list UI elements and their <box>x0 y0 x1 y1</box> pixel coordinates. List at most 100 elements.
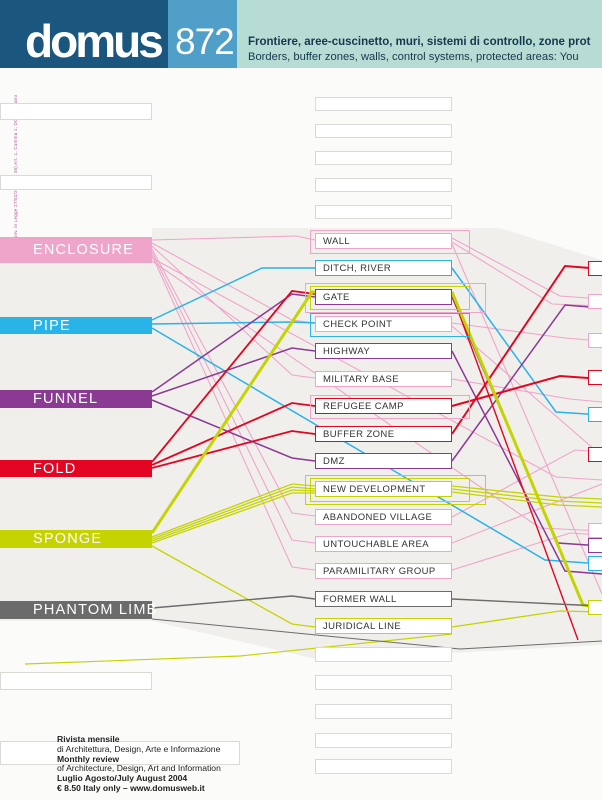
node-box-refugee-camp: REFUGEE CAMP <box>315 398 452 414</box>
connection-line-pink <box>151 235 316 241</box>
connection-line-purple <box>451 350 602 575</box>
node-outline-green <box>310 286 470 310</box>
connection-line-gray <box>151 618 602 650</box>
empty-box <box>315 647 452 662</box>
issue-block: 872 <box>168 0 237 68</box>
issue-number: 872 <box>175 21 235 62</box>
node-label: DMZ <box>323 455 345 467</box>
empty-box <box>315 733 452 748</box>
footer-imprint: Rivista mensile di Architettura, Design, … <box>57 734 221 794</box>
category-label: PHANTOM LIMB <box>33 602 158 618</box>
category-label: PIPE <box>33 317 71 334</box>
node-box-untouchable-area: UNTOUCHABLE AREA <box>315 536 452 552</box>
connection-line-red <box>151 402 316 466</box>
footer-line: of Architecture, Design, Art and Informa… <box>57 763 221 774</box>
category-band-fold: FOLD <box>0 460 152 477</box>
node-box-paramilitary-group: PARAMILITARY GROUP <box>315 563 452 579</box>
node-label: WALL <box>323 235 351 247</box>
footer-line: Luglio Agosto/July August 2004 <box>57 773 188 784</box>
connection-line-cyan <box>151 327 602 565</box>
connection-line-purple <box>151 399 316 462</box>
empty-box <box>0 175 152 190</box>
connection-line-pink <box>151 248 316 517</box>
edge-stub-cyan <box>588 556 602 571</box>
node-outline-green <box>305 475 486 505</box>
connection-line-red <box>151 430 316 469</box>
node-label: JURIDICAL LINE <box>323 620 402 632</box>
node-outline-pink <box>305 283 486 313</box>
edge-stub-cyan <box>588 407 602 422</box>
category-label: SPONGE <box>33 531 103 547</box>
edge-stub-pink <box>588 523 602 538</box>
node-box-new-development: NEW DEVELOPMENT <box>315 481 452 497</box>
footer-line: Monthly review <box>57 753 120 764</box>
empty-box <box>315 178 452 192</box>
logo-block: domus <box>0 0 168 68</box>
connection-line-gray <box>151 595 316 609</box>
footer-line: € 8.50 Italy only – www.domusweb.it <box>57 782 205 793</box>
edge-stub-pink <box>588 294 602 309</box>
connection-line-green <box>151 486 316 540</box>
node-label: DITCH, RIVER <box>323 262 392 274</box>
connection-line-green <box>451 488 602 504</box>
connection-line-pink <box>151 251 316 544</box>
category-label: FOLD <box>33 460 77 477</box>
connection-line-green <box>151 483 316 538</box>
node-box-wall: WALL <box>315 233 452 249</box>
category-band-enclosure: ENCLOSURE <box>0 237 152 263</box>
connection-line-red <box>151 290 316 463</box>
empty-box <box>315 675 452 690</box>
connection-line-green <box>151 545 316 628</box>
node-box-military-base: MILITARY BASE <box>315 371 452 387</box>
category-band-funnel: FUNNEL <box>0 390 152 408</box>
category-band-phantom-limb: PHANTOM LIMB <box>0 601 156 619</box>
footer-line: Rivista mensile <box>57 734 120 744</box>
node-label: HIGHWAY <box>323 345 371 357</box>
node-label: PARAMILITARY GROUP <box>323 565 436 577</box>
node-label: CHECK POINT <box>323 318 393 330</box>
connection-line-purple <box>151 293 316 393</box>
connection-line-green <box>451 485 602 500</box>
connection-line-green <box>150 290 315 534</box>
node-label: FORMER WALL <box>323 593 397 605</box>
node-label: REFUGEE CAMP <box>323 400 404 412</box>
empty-box <box>315 151 452 165</box>
edge-stub-red <box>588 261 602 276</box>
connection-line-green <box>151 492 315 544</box>
node-outline-cyan <box>310 313 470 337</box>
node-label: BUFFER ZONE <box>323 428 395 440</box>
node-label: UNTOUCHABLE AREA <box>323 538 430 550</box>
edge-stub-green <box>588 600 602 615</box>
category-band-pipe: PIPE <box>0 317 152 334</box>
node-box-juridical-line: JURIDICAL LINE <box>315 618 452 634</box>
connection-line-pink <box>151 260 602 532</box>
connection-line-cyan <box>451 267 602 416</box>
connection-line-pink <box>451 241 602 307</box>
node-box-highway: HIGHWAY <box>315 343 452 359</box>
category-label: ENCLOSURE <box>33 242 135 258</box>
footer-line: di Architettura, Design, Arte e Informaz… <box>57 743 221 754</box>
connection-line-green <box>151 489 316 542</box>
cover-title-block: Frontiere, aree-cuscinetto, muri, sistem… <box>237 0 602 68</box>
node-label: NEW DEVELOPMENT <box>323 483 426 495</box>
node-label: GATE <box>323 291 350 303</box>
node-box-ditch-river: DITCH, RIVER <box>315 260 452 276</box>
node-outline-pink <box>310 230 470 254</box>
category-band-sponge: SPONGE <box>0 530 152 548</box>
node-box-former-wall: FORMER WALL <box>315 591 452 607</box>
empty-box <box>0 741 240 765</box>
empty-box <box>315 97 452 111</box>
connection-line-red <box>451 293 579 641</box>
edge-stub-red <box>588 447 602 462</box>
category-label: FUNNEL <box>33 391 99 407</box>
empty-box <box>315 759 452 774</box>
connection-line-green <box>451 491 602 508</box>
connection-line-purple <box>151 347 316 397</box>
node-box-dmz: DMZ <box>315 453 452 469</box>
empty-box <box>315 205 452 219</box>
node-outline-pink <box>310 395 470 419</box>
node-outline-green <box>310 478 470 502</box>
edge-stub-pink <box>588 333 602 348</box>
edge-stub-red <box>588 370 602 385</box>
